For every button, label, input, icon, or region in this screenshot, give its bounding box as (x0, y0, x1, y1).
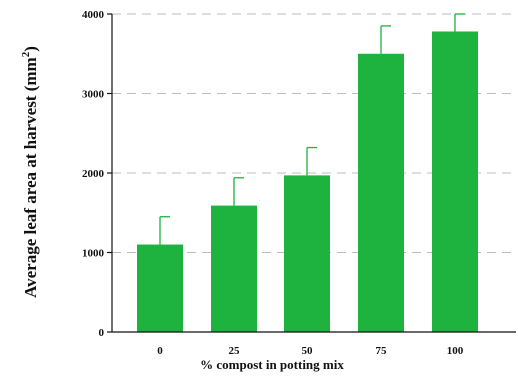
bars (137, 13, 478, 333)
y-tick-label: 4000 (82, 9, 105, 21)
y-axis-title-superscript: 2 (20, 51, 32, 57)
y-tick-label: 3000 (82, 89, 105, 101)
y-tick-label: 1000 (82, 248, 105, 260)
y-axis-title: Average leaf area at harvest (mm2) (20, 46, 40, 298)
y-tick-label: 0 (99, 327, 105, 339)
x-tick-label: 50 (302, 345, 314, 357)
x-axis-title: % compost in potting mix (200, 357, 344, 372)
x-tick-label: 75 (376, 345, 388, 357)
bar-100 (432, 31, 478, 333)
bar-50 (284, 175, 330, 332)
x-ticks: 0 25 50 75 100 (157, 345, 464, 357)
y-ticks: 0 1000 2000 3000 4000 (82, 9, 112, 339)
bar-0 (137, 244, 183, 332)
x-tick-label: 0 (157, 345, 163, 357)
y-tick-label: 2000 (82, 168, 105, 180)
bar-25 (211, 205, 257, 332)
y-axis-title-main: Average leaf area at harvest (mm (21, 57, 40, 298)
y-axis-title-close: ) (21, 46, 40, 52)
x-tick-label: 25 (229, 345, 241, 357)
bar-75 (358, 53, 404, 332)
x-tick-label: 100 (447, 345, 464, 357)
